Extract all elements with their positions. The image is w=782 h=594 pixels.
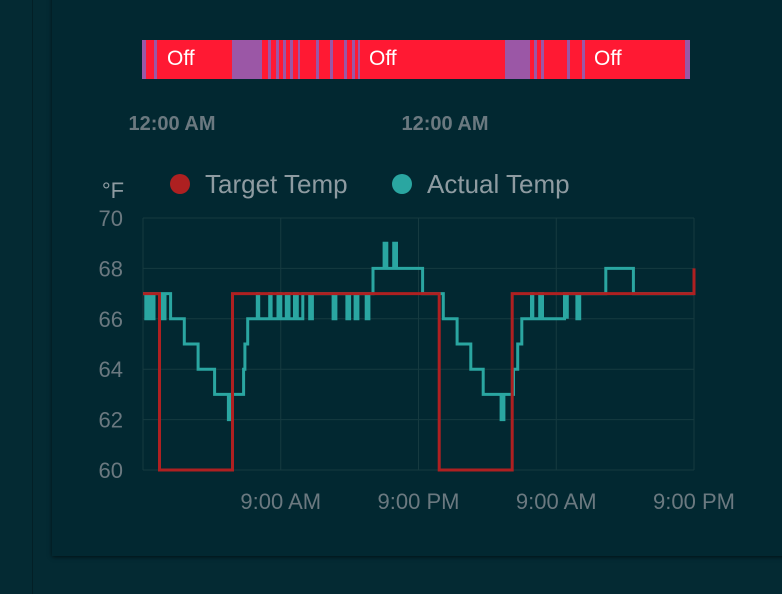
chart-card bbox=[52, 0, 782, 556]
page-divider bbox=[32, 0, 33, 594]
timeline-time-label: 12:00 AM bbox=[401, 113, 488, 135]
state-segment-heat[interactable] bbox=[142, 40, 146, 79]
state-segment-heat[interactable] bbox=[534, 40, 537, 79]
series-line bbox=[143, 268, 696, 472]
legend-label[interactable]: Actual Temp bbox=[427, 169, 570, 199]
y-tick-label: 60 bbox=[99, 458, 123, 483]
chart-legend[interactable]: Target Temp Actual Temp bbox=[170, 169, 570, 199]
state-segment-heat[interactable] bbox=[298, 40, 300, 79]
state-label: Off bbox=[369, 47, 397, 70]
series-line bbox=[143, 241, 694, 422]
state-segment-heat[interactable] bbox=[330, 40, 333, 79]
timeline-time-label: 12:00 AM bbox=[128, 113, 215, 135]
state-segment-heat[interactable] bbox=[154, 40, 157, 79]
chart-grid bbox=[142, 217, 695, 471]
y-axis-unit-label: °F bbox=[102, 178, 124, 203]
state-label: Off bbox=[594, 47, 622, 70]
state-segment-heat[interactable] bbox=[685, 40, 690, 79]
state-segment-heat[interactable] bbox=[505, 40, 530, 79]
state-segment-heat[interactable] bbox=[276, 40, 279, 79]
legend-swatch[interactable] bbox=[392, 174, 412, 194]
state-segment-heat[interactable] bbox=[232, 40, 262, 79]
x-tick-label: 9:00 PM bbox=[378, 489, 460, 514]
chart-series bbox=[143, 241, 696, 472]
state-segment-heat[interactable] bbox=[290, 40, 293, 79]
state-segment-heat[interactable] bbox=[567, 40, 570, 79]
x-tick-label: 9:00 AM bbox=[240, 489, 321, 514]
y-tick-label: 64 bbox=[99, 357, 123, 382]
legend-swatch[interactable] bbox=[170, 174, 190, 194]
state-label: Off bbox=[167, 47, 195, 70]
y-tick-label: 66 bbox=[99, 307, 123, 332]
y-tick-label: 62 bbox=[99, 408, 123, 433]
x-axis: 9:00 AM 9:00 PM 9:00 AM 9:00 PM bbox=[240, 489, 735, 514]
state-segment-heat[interactable] bbox=[358, 40, 360, 79]
hvac-state-timeline[interactable]: Off Off Off bbox=[142, 40, 690, 79]
y-tick-label: 68 bbox=[99, 256, 123, 281]
y-tick-label: 70 bbox=[99, 206, 123, 231]
state-segment-heat[interactable] bbox=[541, 40, 544, 79]
state-segment-heat[interactable] bbox=[582, 40, 585, 79]
state-segment-heat[interactable] bbox=[352, 40, 355, 79]
state-segment-heat[interactable] bbox=[316, 40, 319, 79]
x-tick-label: 9:00 AM bbox=[516, 489, 597, 514]
state-segment-heat[interactable] bbox=[283, 40, 286, 79]
legend-label[interactable]: Target Temp bbox=[205, 169, 348, 199]
state-segment-heat[interactable] bbox=[268, 40, 271, 79]
state-segment-heat[interactable] bbox=[344, 40, 347, 79]
y-axis: 60 62 64 66 68 70 bbox=[99, 206, 123, 483]
x-tick-label: 9:00 PM bbox=[653, 489, 735, 514]
